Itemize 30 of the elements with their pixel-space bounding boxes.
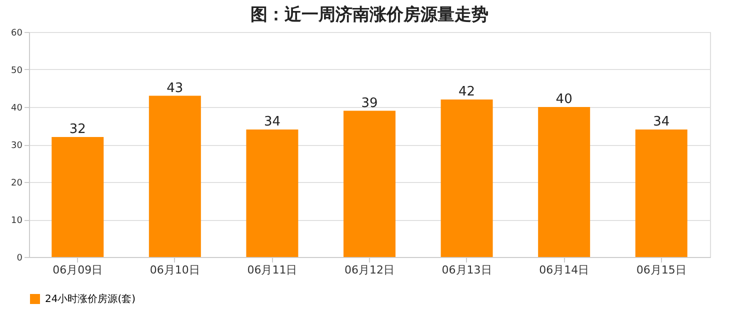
- chart-title: 图：近一周济南涨价房源量走势: [250, 5, 488, 25]
- data-label: 34: [264, 114, 280, 130]
- bar: [635, 130, 688, 257]
- y-tick-label: 20: [11, 178, 23, 188]
- x-tick-label: 06月11日: [247, 264, 298, 276]
- y-tick-label: 60: [11, 28, 23, 38]
- data-label: 34: [653, 114, 670, 130]
- y-tick-label: 40: [11, 104, 23, 114]
- y-tick-label: 10: [11, 216, 23, 226]
- data-label: 32: [69, 122, 86, 137]
- x-tick-label: 06月14日: [539, 264, 590, 276]
- bar: [344, 110, 396, 257]
- data-label: 42: [458, 84, 476, 100]
- y-tick-label: 0: [16, 254, 23, 264]
- y-tick-label: 30: [11, 141, 23, 151]
- data-label: 40: [556, 92, 572, 107]
- bar: [246, 130, 298, 257]
- bar: [148, 96, 201, 257]
- x-tick-label: 06月10日: [150, 264, 200, 276]
- x-tick-label: 06月13日: [442, 264, 492, 276]
- x-tick-label: 06月09日: [52, 264, 103, 276]
- bar: [52, 137, 104, 257]
- x-tick-label: 06月12日: [344, 264, 394, 276]
- bar: [538, 107, 590, 257]
- legend-label: 24小时涨价房源(套): [45, 293, 136, 305]
- x-tick-label: 06月15日: [636, 264, 686, 276]
- data-label: 43: [166, 80, 184, 96]
- y-tick-label: 50: [11, 66, 23, 76]
- bar: [440, 100, 493, 257]
- data-label: 39: [361, 96, 378, 111]
